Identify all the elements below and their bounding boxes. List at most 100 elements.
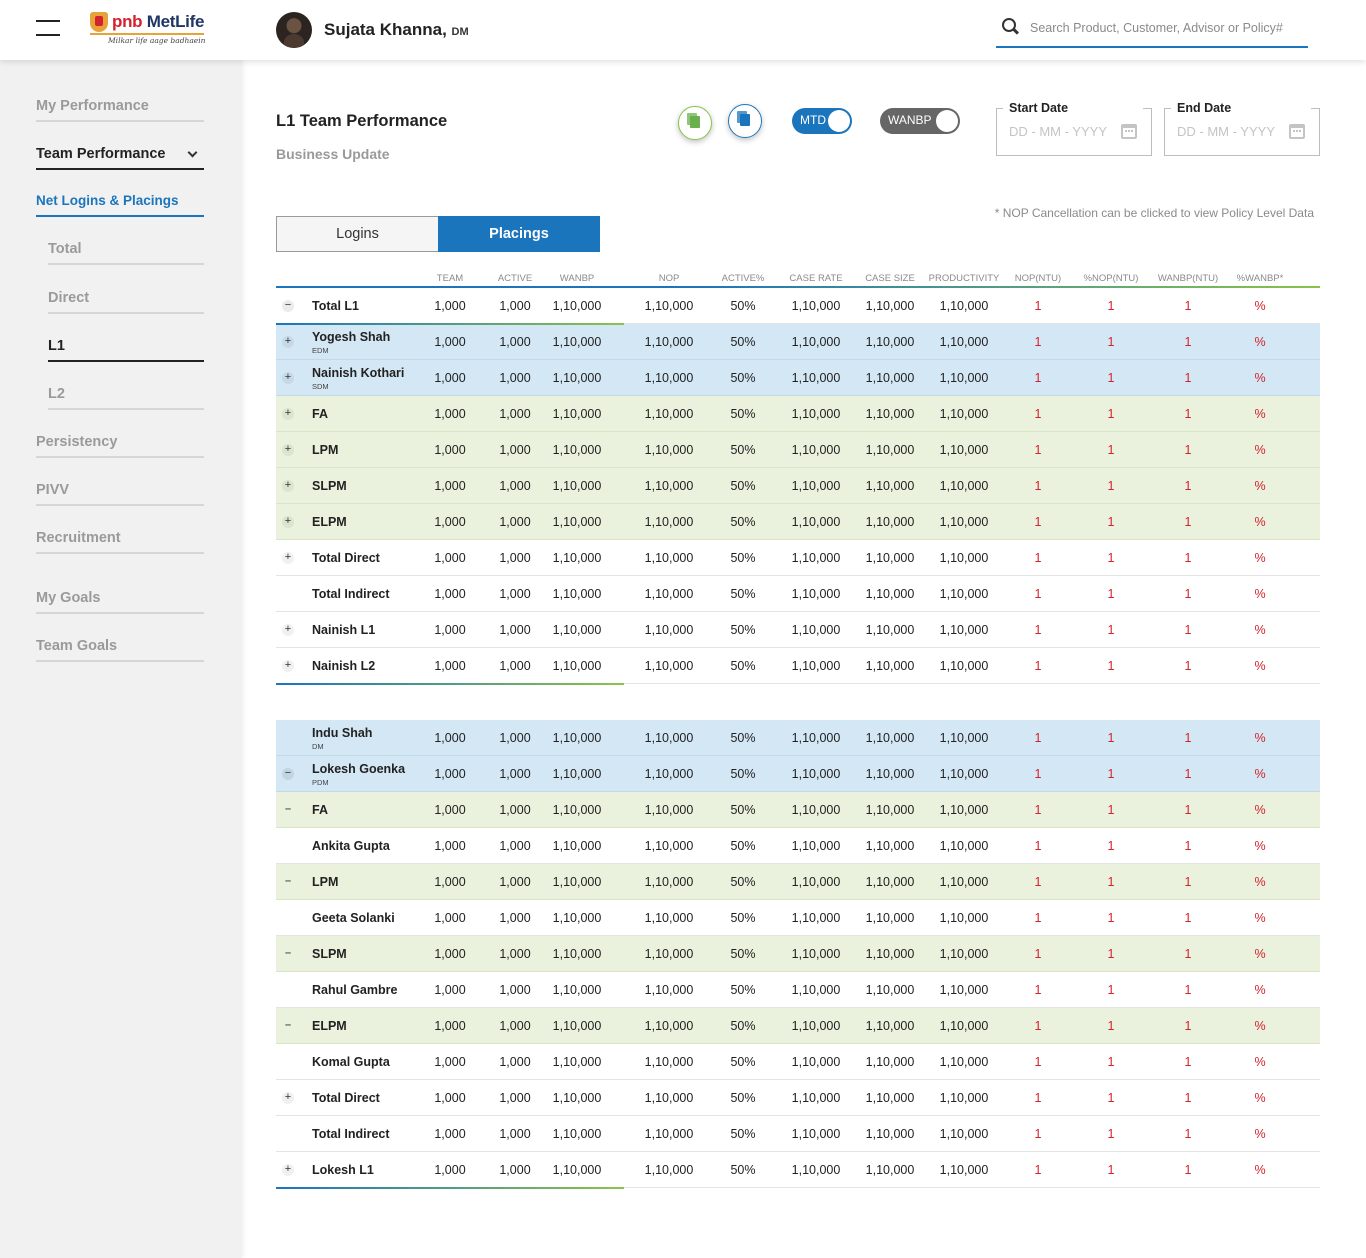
table-row[interactable]: – LPM 1,000 1,000 1,10,000 1,10,000 50% 1,10,00… [276, 864, 1320, 900]
table-cell[interactable]: 1 [1184, 515, 1192, 529]
table-cell[interactable]: 1 [1184, 623, 1192, 637]
table-cell[interactable]: 1 [1107, 1091, 1115, 1105]
table-cell[interactable]: % [1254, 911, 1266, 925]
table-cell[interactable]: 1 [1107, 371, 1115, 385]
table-cell[interactable]: 1 [1184, 443, 1192, 457]
table-row[interactable]: + ELPM 1,000 1,000 1,10,000 1,10,000 50% 1,10,0… [276, 504, 1320, 540]
table-cell[interactable]: % [1254, 803, 1266, 817]
table-cell[interactable]: 1 [1107, 803, 1115, 817]
table-cell[interactable]: 1 [1034, 1055, 1042, 1069]
table-cell[interactable]: 1 [1107, 1127, 1115, 1141]
table-cell[interactable]: 1 [1184, 479, 1192, 493]
pnb-metlife-logo[interactable]: pnb MetLife Milkar life aage badhaein [90, 12, 210, 48]
table-row[interactable]: + Nainish L1 1,000 1,000 1,10,000 1,10,000 50%… [276, 612, 1320, 648]
table-cell[interactable]: 1 [1034, 479, 1042, 493]
table-cell[interactable]: 1 [1184, 659, 1192, 673]
expand-icon[interactable]: + [282, 480, 294, 492]
table-cell[interactable]: 1 [1107, 731, 1115, 745]
table-cell[interactable]: 1 [1034, 407, 1042, 421]
table-cell[interactable]: 1 [1107, 767, 1115, 781]
table-cell[interactable]: 1 [1184, 371, 1192, 385]
calendar-icon[interactable] [1121, 124, 1137, 139]
table-cell[interactable]: 1 [1184, 551, 1192, 565]
table-cell[interactable]: 1 [1107, 1163, 1115, 1177]
collapse-icon[interactable]: − [282, 768, 294, 780]
table-cell[interactable]: 1 [1107, 983, 1115, 997]
table-cell[interactable]: % [1254, 515, 1266, 529]
table-row[interactable]: + Total Direct 1,000 1,000 1,10,000 1,10,000 5… [276, 1080, 1320, 1116]
table-cell[interactable]: % [1254, 1091, 1266, 1105]
table-cell[interactable]: % [1254, 551, 1266, 565]
table-cell[interactable]: % [1254, 407, 1266, 421]
menu-icon[interactable] [36, 20, 60, 38]
wanbp-toggle[interactable]: WANBP [880, 108, 960, 134]
table-cell[interactable]: 1 [1034, 1127, 1042, 1141]
table-row[interactable]: Komal Gupta 1,000 1,000 1,10,000 1,10,000 50%… [276, 1044, 1320, 1080]
copy-button-blue[interactable] [728, 104, 762, 138]
table-cell[interactable]: 1 [1034, 803, 1042, 817]
sidebar-item-team-goals[interactable]: Team Goals [36, 638, 204, 662]
table-cell[interactable]: 1 [1107, 587, 1115, 601]
table-cell[interactable]: 1 [1184, 1127, 1192, 1141]
sidebar-item-recruitment[interactable]: Recruitment [36, 530, 204, 554]
table-cell[interactable]: % [1254, 479, 1266, 493]
table-cell[interactable]: 1 [1184, 587, 1192, 601]
table-cell[interactable]: 1 [1107, 443, 1115, 457]
user-avatar[interactable] [276, 12, 312, 48]
table-cell[interactable]: 1 [1107, 875, 1115, 889]
expand-icon[interactable]: + [282, 660, 294, 672]
sidebar-item-my-goals[interactable]: My Goals [36, 590, 204, 614]
table-cell[interactable]: % [1254, 443, 1266, 457]
expand-icon[interactable]: + [282, 1164, 294, 1176]
table-row[interactable]: + Nainish Kothari SDM 1,000 1,000 1,10,000 1,1… [276, 360, 1320, 396]
sidebar-item-persistency[interactable]: Persistency [36, 434, 204, 458]
table-cell[interactable]: 1 [1107, 839, 1115, 853]
table-cell[interactable]: 1 [1184, 1019, 1192, 1033]
table-cell[interactable]: 1 [1107, 1055, 1115, 1069]
search-input[interactable] [1030, 18, 1300, 38]
mtd-toggle[interactable]: MTD [792, 108, 852, 134]
table-cell[interactable]: 1 [1034, 587, 1042, 601]
tab-logins[interactable]: Logins [276, 216, 438, 252]
table-cell[interactable]: 1 [1107, 659, 1115, 673]
sidebar-item-direct[interactable]: Direct [48, 290, 204, 314]
table-cell[interactable]: 1 [1107, 551, 1115, 565]
table-row[interactable]: + Nainish L2 1,000 1,000 1,10,000 1,10,000 50%… [276, 648, 1320, 684]
table-cell[interactable]: 1 [1184, 767, 1192, 781]
tab-placings[interactable]: Placings [438, 216, 600, 252]
table-cell[interactable]: 1 [1107, 623, 1115, 637]
table-cell[interactable]: 1 [1184, 911, 1192, 925]
table-cell[interactable]: 1 [1034, 299, 1042, 313]
table-row[interactable]: + Yogesh Shah EDM 1,000 1,000 1,10,000 1,10,00… [276, 324, 1320, 360]
table-cell[interactable]: 1 [1184, 803, 1192, 817]
table-cell[interactable]: 1 [1184, 731, 1192, 745]
collapse-icon[interactable]: – [284, 947, 292, 959]
table-cell[interactable]: 1 [1184, 335, 1192, 349]
table-cell[interactable]: 1 [1034, 443, 1042, 457]
table-row[interactable]: + Total Direct 1,000 1,000 1,10,000 1,10,000 5… [276, 540, 1320, 576]
table-cell[interactable]: 1 [1107, 1019, 1115, 1033]
expand-icon[interactable]: + [282, 516, 294, 528]
table-cell[interactable]: 1 [1034, 911, 1042, 925]
table-cell[interactable]: 1 [1034, 623, 1042, 637]
table-cell[interactable]: 1 [1107, 911, 1115, 925]
table-row[interactable]: Rahul Gambre 1,000 1,000 1,10,000 1,10,000 50… [276, 972, 1320, 1008]
table-row[interactable]: – SLPM 1,000 1,000 1,10,000 1,10,000 50% 1,10,0… [276, 936, 1320, 972]
collapse-icon[interactable]: – [284, 803, 292, 815]
sidebar-item-net-logins-placings[interactable]: Net Logins & Placings [36, 193, 204, 217]
table-cell[interactable]: 1 [1184, 875, 1192, 889]
table-cell[interactable]: 1 [1034, 983, 1042, 997]
table-row[interactable]: Indu Shah DM 1,000 1,000 1,10,000 1,10,000 50%… [276, 720, 1320, 756]
table-cell[interactable]: 1 [1184, 983, 1192, 997]
table-cell[interactable]: 1 [1184, 1091, 1192, 1105]
search-icon[interactable] [1002, 18, 1016, 32]
table-cell[interactable]: 1 [1184, 839, 1192, 853]
start-date-field[interactable]: Start Date DD - MM - YYYY [996, 101, 1152, 156]
table-cell[interactable]: 1 [1107, 515, 1115, 529]
table-cell[interactable]: 1 [1107, 947, 1115, 961]
table-cell[interactable]: % [1254, 371, 1266, 385]
table-row[interactable]: + FA 1,000 1,000 1,10,000 1,10,000 50% 1,10,000… [276, 396, 1320, 432]
table-cell[interactable]: % [1254, 731, 1266, 745]
table-cell[interactable]: % [1254, 839, 1266, 853]
table-cell[interactable]: 1 [1034, 947, 1042, 961]
